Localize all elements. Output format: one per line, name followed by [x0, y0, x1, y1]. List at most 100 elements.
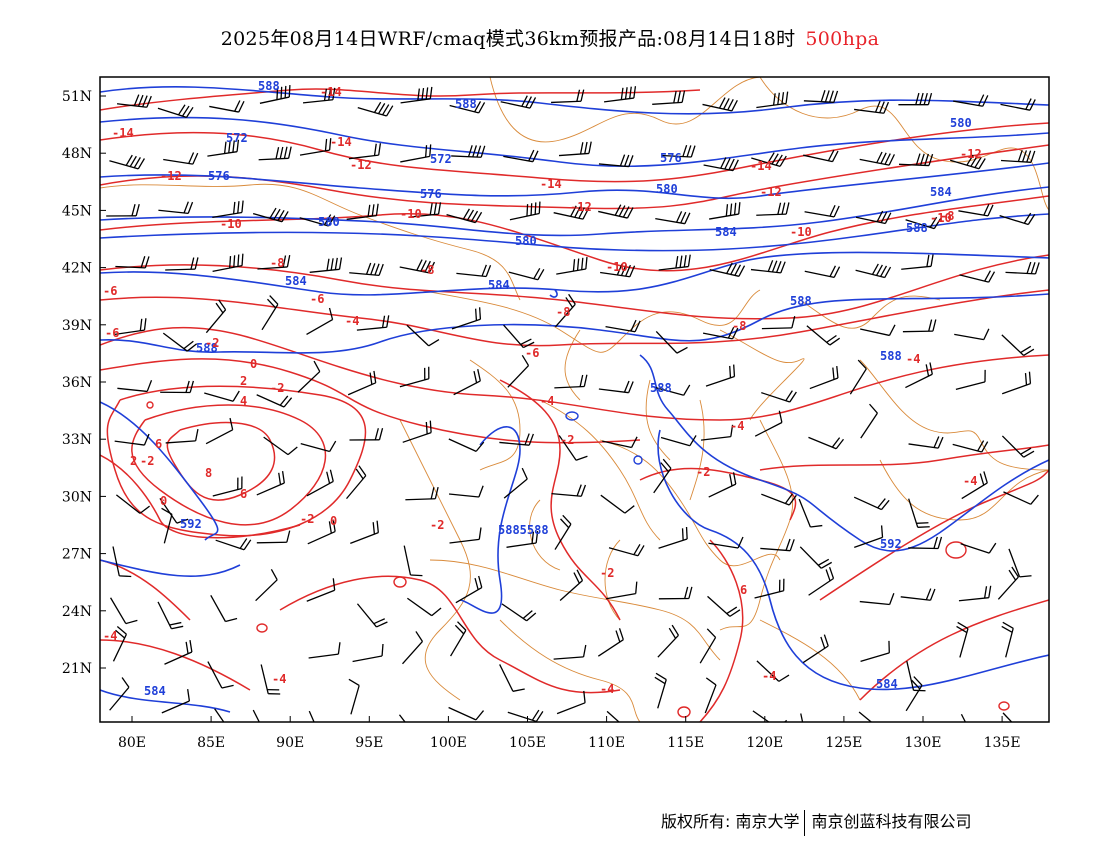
temperature-contour-label: -8 [732, 319, 746, 333]
height-contour-label: 592 [180, 517, 202, 531]
temperature-contour-line [100, 326, 1049, 421]
wind-barb [702, 97, 738, 112]
wind-barb [1001, 334, 1035, 357]
height-contour-label: 588 [906, 221, 928, 235]
footer-right: 南京创蓝科技有限公司 [811, 812, 972, 831]
lat-label: 21N [62, 661, 92, 677]
wind-barb [158, 201, 194, 214]
temperature-contour-label: -8 [940, 209, 954, 223]
footer-left: 版权所有: 南京大学 [661, 812, 800, 831]
temperature-contour-label: -6 [525, 346, 539, 360]
height-contours [100, 86, 1049, 713]
wind-barb [204, 390, 240, 402]
wind-barb [448, 706, 485, 721]
wind-barb [657, 624, 680, 658]
wind-barb [802, 634, 829, 664]
wind-barb [958, 203, 994, 217]
wind-barb [255, 569, 278, 602]
temperature-contour-label: 0 [250, 357, 257, 371]
axis-ticks: 80E 85E 90E 95E 100E 105E 110E 115E 120E 125E 130E… [62, 89, 1021, 751]
wind-barb [655, 330, 688, 354]
wind-barb [212, 253, 244, 273]
height-contour-label: 5885588 [498, 523, 549, 537]
height-contour-label: 588 [880, 349, 902, 363]
wind-barb [658, 586, 693, 600]
temperature-contour-label: 0 [330, 514, 337, 528]
height-contour-label: 584 [715, 225, 737, 239]
wind-barb [114, 433, 150, 446]
temperature-contour-label: -8 [270, 256, 284, 270]
wind-barb [654, 672, 667, 709]
temperature-contour-label: -4 [272, 672, 286, 686]
temperature-contour-line [859, 599, 1049, 701]
wind-barb [503, 467, 528, 499]
wind-barb [258, 146, 292, 161]
wind-barb [855, 210, 892, 225]
temperature-contour-label: -14 [320, 85, 342, 99]
wind-barb [901, 254, 934, 270]
boundary-line [469, 359, 521, 471]
wind-barb [109, 154, 145, 170]
height-contour-label: 584 [144, 684, 166, 698]
wind-barb [905, 676, 923, 712]
temperature-contour-label: -2 [560, 433, 574, 447]
temperature-contour-label: -10 [930, 211, 952, 225]
temperature-contour-line [819, 469, 1049, 601]
wind-barb [400, 144, 432, 163]
wind-barb [507, 355, 530, 388]
wind-barb [212, 476, 243, 497]
wind-barb [955, 369, 986, 390]
height-contour-label: 576 [420, 187, 442, 201]
height-contour-line [100, 116, 1049, 168]
wind-barb [207, 139, 240, 157]
temperature-contour-label: 6 [155, 437, 162, 451]
title-main: 2025年08月14日WRF/cmaq模式36km预报产品:08月14日18时 [220, 28, 796, 50]
wind-barb [761, 390, 797, 403]
temperature-contour-label: -14 [330, 135, 352, 149]
height-contour-line [639, 354, 1049, 552]
wind-barb [760, 538, 795, 552]
wind-barb [455, 575, 483, 604]
title-level: 500hpa [805, 28, 880, 50]
wind-barb [446, 208, 483, 224]
wind-barb [860, 324, 896, 337]
wind-barb [1001, 435, 1035, 458]
boundary-line [429, 559, 721, 661]
wind-barb [756, 91, 789, 109]
wind-barb [658, 254, 691, 271]
wind-barb [700, 424, 734, 441]
height-contour-line [549, 289, 558, 298]
temperature-contour-line [100, 195, 1049, 272]
lon-label: 110E [588, 735, 625, 751]
wind-barb [705, 364, 736, 387]
wind-barb [106, 204, 140, 217]
wind-barb [953, 94, 989, 107]
wind-barb [297, 360, 321, 393]
boundary-line [489, 77, 761, 143]
wind-barb [803, 149, 839, 163]
temperature-contour-line [499, 379, 621, 621]
wind-barb [509, 201, 541, 221]
temperature-contour-line [106, 385, 367, 537]
lat-label: 24N [62, 604, 92, 620]
wind-barb [165, 428, 199, 444]
wind-barb [503, 149, 539, 163]
height-contour-label: 588 [790, 294, 812, 308]
lat-label: 42N [62, 261, 92, 277]
wind-barb [554, 293, 576, 328]
wind-barb [799, 546, 833, 569]
wind-barb [860, 403, 878, 439]
temperature-contour-label: -12 [760, 185, 782, 199]
wind-barb [163, 152, 199, 165]
lat-label: 51N [62, 89, 92, 105]
temperature-contour-line [699, 539, 744, 722]
wind-barb [209, 100, 245, 113]
wind-barb [302, 87, 336, 104]
wind-barb [908, 436, 944, 449]
temperature-contour-label: -2 [600, 566, 614, 580]
lat-label: 39N [62, 318, 92, 334]
wind-barb [900, 588, 936, 601]
height-contour-line [100, 559, 241, 577]
wind-barb [761, 493, 797, 506]
